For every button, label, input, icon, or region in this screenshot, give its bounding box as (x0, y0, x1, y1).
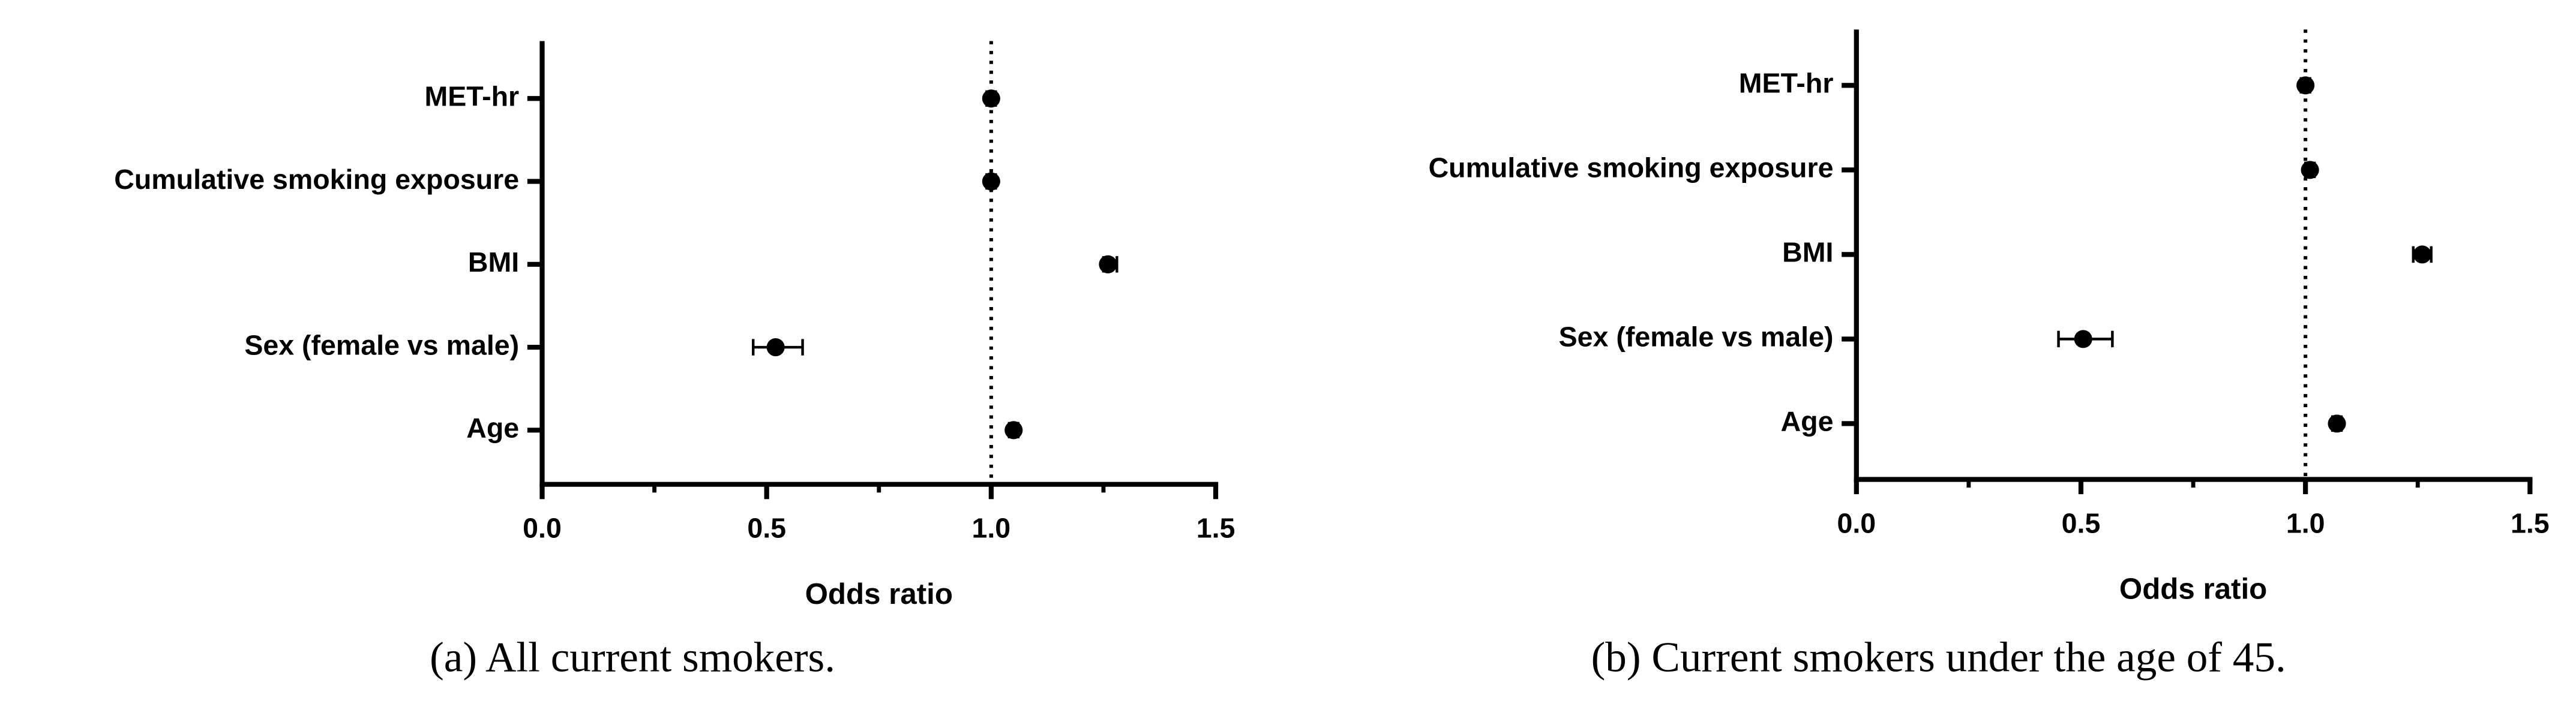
x-axis-title: Odds ratio (805, 577, 953, 610)
point (982, 89, 1000, 108)
y-tick-label: Cumulative smoking exposure (1429, 152, 1834, 183)
point (766, 338, 785, 357)
x-tick-label: 0.0 (1837, 507, 1876, 538)
y-tick-label: Sex (female vs male) (244, 329, 519, 360)
x-tick-label: 1.0 (2286, 507, 2325, 538)
x-tick-label: 0.0 (523, 513, 562, 544)
point (1099, 255, 1117, 273)
y-tick-label: Sex (female vs male) (1559, 321, 1834, 353)
forest-plot: 0.0 0.5 1.0 1.5 Odds ratio MET-hr Cumulative s… (1429, 29, 2550, 681)
x-tick-label: 0.5 (747, 513, 786, 544)
y-tick-label: Cumulative smoking exposure (114, 164, 519, 195)
y-tick-label: MET-hr (424, 81, 519, 112)
x-tick-label: 1.0 (972, 513, 1011, 544)
x-tick-label: 1.5 (1196, 513, 1235, 544)
point (982, 172, 1000, 191)
y-tick-label: BMI (468, 246, 519, 278)
y-tick-label: BMI (1782, 237, 1833, 268)
point (1004, 421, 1023, 440)
x-tick-label: 0.5 (2062, 507, 2101, 538)
x-axis-title: Odds ratio (2119, 573, 2267, 606)
caption: (b) Current smokers under the age of 45. (1591, 634, 2286, 681)
point (2328, 414, 2346, 433)
point (2301, 161, 2319, 179)
forest-plot: 0.0 0.5 1.0 1.5 Odds ratio MET-hr Cumulative s… (114, 41, 1235, 681)
point (2413, 245, 2431, 264)
point (2074, 330, 2092, 348)
y-tick-label: Age (1781, 406, 1834, 437)
caption: (a) All current smokers. (430, 634, 835, 681)
point (2296, 76, 2315, 95)
x-tick-label: 1.5 (2511, 507, 2550, 538)
y-tick-label: Age (466, 413, 519, 444)
y-tick-label: MET-hr (1739, 68, 1834, 99)
